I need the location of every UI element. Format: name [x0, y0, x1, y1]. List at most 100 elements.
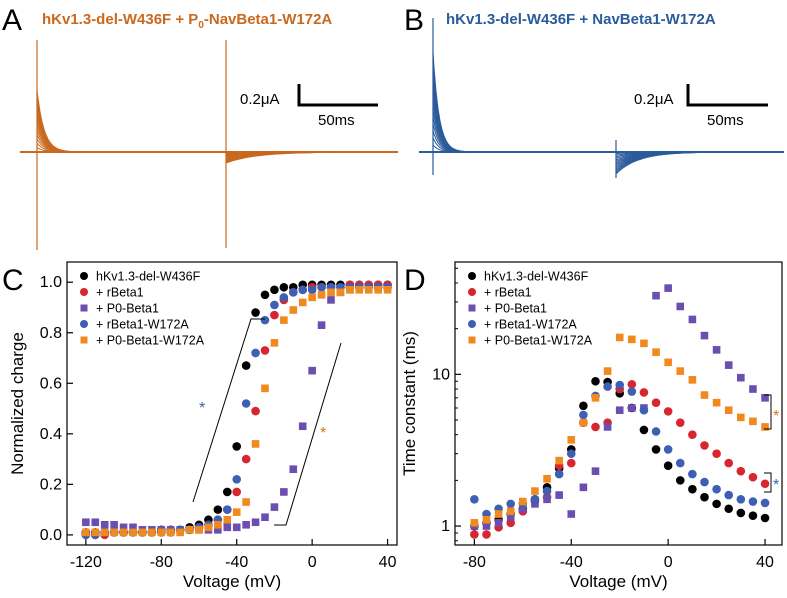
data-point [663, 407, 673, 416]
data-point [675, 418, 685, 427]
data-point [279, 293, 289, 302]
data-point [712, 499, 721, 509]
data-point [166, 528, 175, 537]
x-axis-label: Voltage (mV) [183, 572, 281, 591]
data-point [724, 504, 734, 514]
data-point [737, 373, 745, 382]
x-axis-label: Voltage (mV) [569, 572, 667, 591]
legend-label: + rBeta1-W172A [96, 318, 189, 332]
y-tick-label: 0.0 [40, 527, 62, 544]
data-point [688, 430, 697, 440]
data-point [470, 495, 479, 504]
panel-d-significance-blue: * [773, 477, 779, 494]
x-tick-label: -80 [150, 554, 173, 571]
data-point [214, 520, 222, 529]
data-point [700, 331, 709, 340]
data-point [591, 376, 600, 386]
data-point [232, 487, 242, 497]
panel-a-title-rest: -NavBeta1-W172A [204, 11, 333, 28]
data-point [675, 476, 685, 485]
legend-marker [80, 272, 88, 280]
data-point [242, 520, 250, 529]
data-point [688, 484, 697, 494]
data-point [566, 449, 576, 458]
data-point [241, 361, 251, 370]
data-point [261, 384, 269, 393]
data-point [317, 321, 326, 329]
legend-marker [80, 288, 88, 296]
data-point [736, 466, 746, 476]
panel-a-current-traces [20, 40, 398, 250]
trace-on-gating [36, 89, 96, 153]
y-tick-label: 1 [441, 518, 450, 535]
panel-a-title: hKv1.3-del-W436F + P0-NavBeta1-W172A [42, 11, 332, 31]
series [82, 285, 392, 537]
legend-label: + P0-Beta1 [96, 302, 159, 316]
data-point [110, 520, 118, 529]
data-point [700, 441, 709, 450]
data-point [603, 367, 612, 375]
panel-b-letter: B [404, 4, 424, 37]
data-point [688, 376, 697, 384]
panel-b-scale-current: 0.2μA [634, 91, 674, 108]
data-point [222, 505, 232, 514]
data-point [119, 523, 128, 532]
panel-c-shift-bracket-left [192, 318, 265, 503]
panel-a-title-main: hKv1.3-del-W436F + P [42, 11, 198, 28]
panel-a-scale-time: 50ms [318, 112, 355, 129]
data-point [712, 346, 721, 354]
data-point [519, 497, 527, 506]
data-point [688, 469, 697, 479]
data-point [543, 474, 551, 483]
data-point [555, 491, 563, 499]
data-point [260, 315, 270, 325]
data-point [270, 285, 279, 295]
legend-marker [468, 272, 476, 280]
data-point [260, 290, 270, 300]
data-point [91, 518, 100, 527]
data-point [531, 487, 539, 495]
legend-label: + P0-Beta1-W172A [96, 334, 205, 348]
data-point [712, 449, 721, 458]
trace-on-gating [432, 51, 492, 153]
data-point [82, 518, 90, 527]
data-point [251, 406, 260, 416]
data-point [308, 366, 316, 375]
data-point [652, 291, 660, 300]
data-point [317, 291, 326, 299]
data-point [213, 505, 223, 514]
data-point [100, 528, 109, 537]
plot-frame [454, 261, 783, 546]
data-point [700, 391, 709, 399]
data-point [355, 285, 364, 294]
legend-marker [80, 304, 88, 312]
data-point [129, 523, 137, 532]
data-point [470, 519, 479, 527]
data-point [82, 528, 90, 537]
data-point [270, 503, 279, 511]
y-tick-label: 0.2 [40, 476, 62, 493]
data-point [700, 492, 709, 502]
data-point [129, 528, 137, 537]
data-point [280, 316, 288, 324]
panel-d-letter: D [404, 264, 426, 297]
data-point [749, 385, 757, 393]
x-tick-label: -80 [463, 554, 486, 571]
y-axis-label: Time constant (ms) [400, 331, 419, 476]
data-point [639, 388, 649, 397]
data-point [317, 282, 326, 292]
data-point [307, 285, 317, 295]
data-point [555, 456, 563, 465]
data-point [736, 495, 746, 504]
trace-off-gating [225, 151, 335, 164]
data-point [639, 425, 649, 435]
y-tick-label: 0.4 [40, 426, 62, 443]
data-point [760, 479, 770, 489]
panel-b-current-traces [419, 18, 784, 178]
data-point [176, 528, 184, 537]
data-point [712, 398, 721, 407]
legend-marker [468, 288, 476, 296]
data-point [676, 367, 685, 375]
data-point [506, 513, 515, 521]
